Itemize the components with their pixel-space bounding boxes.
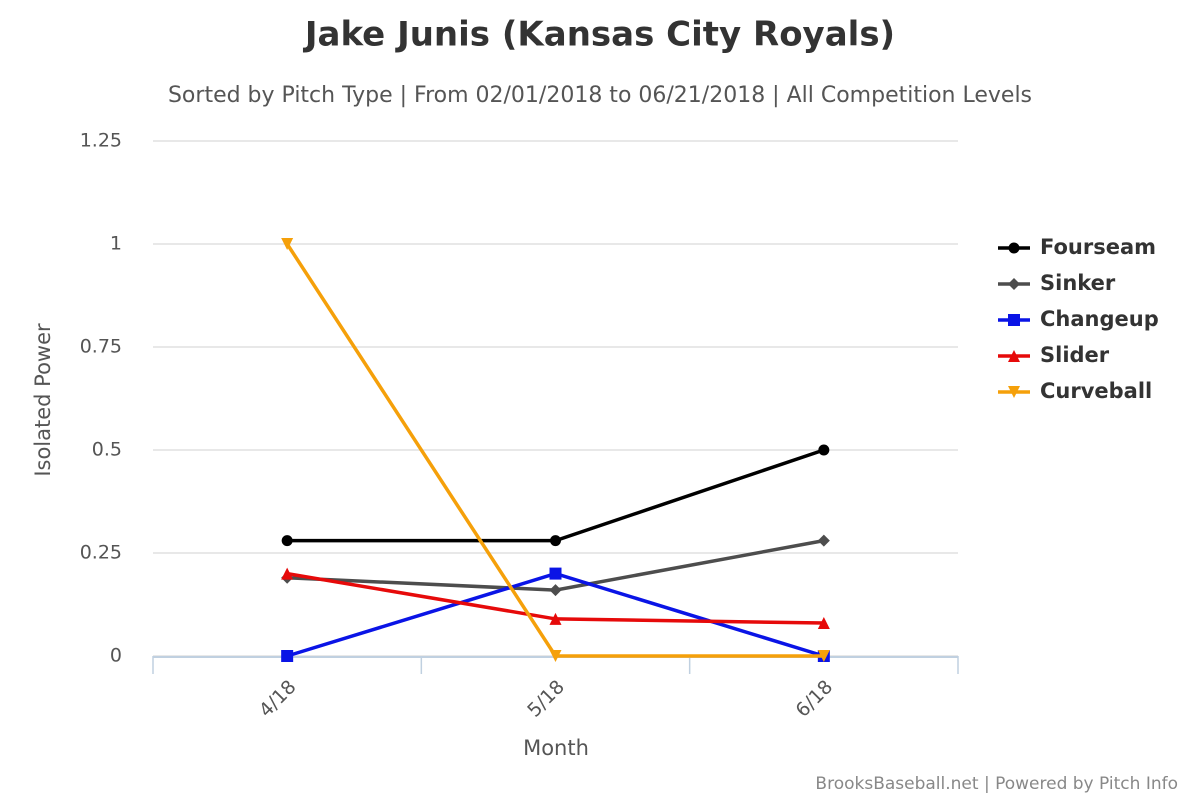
y-tick-label: 0.5 [92,439,122,461]
y-tick-label: 0.25 [80,542,122,564]
y-tick-label: 1.25 [80,130,122,152]
point [281,650,294,662]
legend-marker [1008,386,1020,398]
point [817,617,830,630]
point [549,567,562,580]
point [817,534,830,547]
legend-marker [1008,314,1020,326]
point [817,650,830,662]
x-tick-label: 5/18 [523,676,569,722]
legend-label: Curveball [1040,379,1152,403]
legend-marker [1008,242,1020,254]
x-tick-label: 6/18 [792,676,838,722]
point [818,444,830,456]
point [550,535,561,547]
point [281,238,294,250]
point [549,584,562,597]
x-tick-label: 4/18 [255,676,301,722]
y-tick-label: 0.75 [80,336,122,358]
chart-title: Jake Junis (Kansas City Royals) [303,15,895,55]
chart-subtitle: Sorted by Pitch Type | From 02/01/2018 t… [168,83,1032,108]
point [281,567,294,580]
x-axis-title: Month [523,736,589,760]
legend-label: Changeup [1040,307,1159,331]
y-axis-title: Isolated Power [31,323,55,477]
legend-label: Sinker [1040,271,1116,295]
point [549,650,562,662]
point [549,612,562,625]
point [281,535,293,547]
legend-label: Fourseam [1040,235,1156,259]
series-line [287,538,825,592]
credit: BrooksBaseball.net | Powered by Pitch In… [815,774,1178,794]
series-line [287,448,825,543]
legend-marker [1008,278,1020,290]
y-tick-label: 1 [110,233,122,255]
legend-label: Slider [1040,343,1110,367]
legend-marker [1008,350,1020,362]
y-tick-label: 0 [110,645,122,667]
